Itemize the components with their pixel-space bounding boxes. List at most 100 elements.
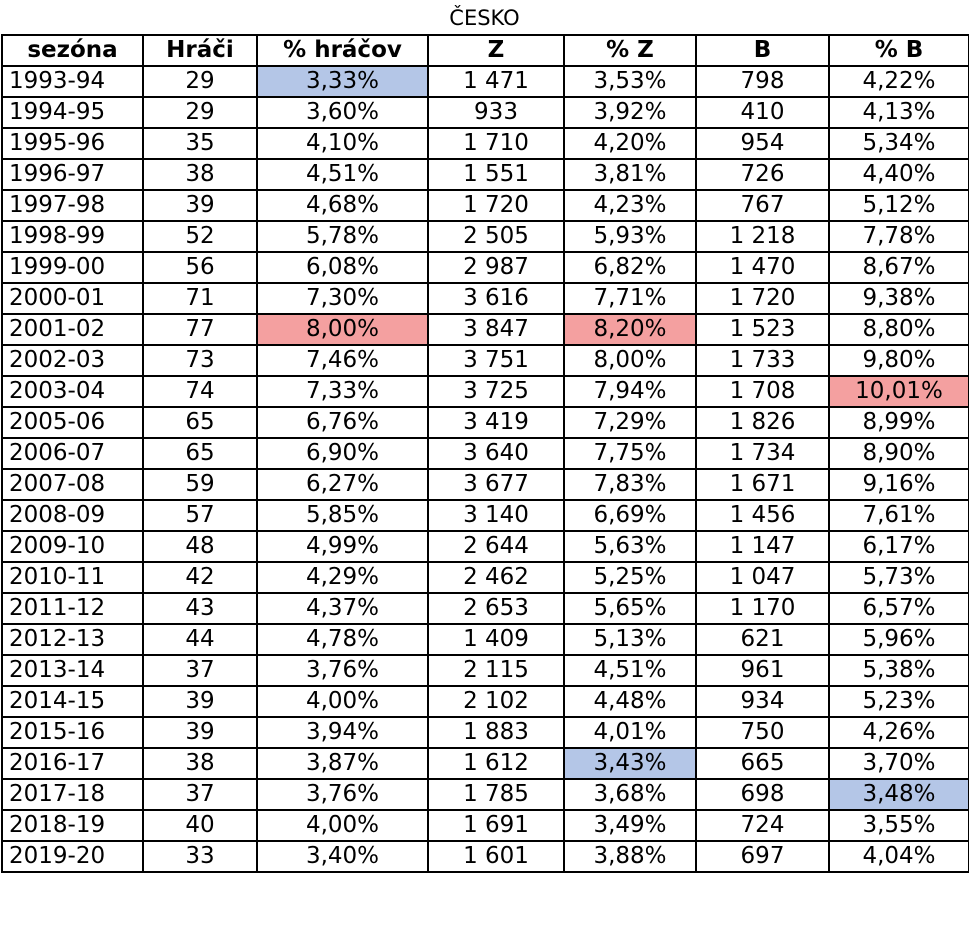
table-row: 2017-18 37 3,76% 1 785 3,68% 698 3,48% <box>1 778 969 811</box>
cell-pct-players: 4,68% <box>256 189 429 222</box>
cell-players: 65 <box>142 406 258 439</box>
cell-players: 59 <box>142 468 258 501</box>
cell-season: 2005-06 <box>1 406 144 439</box>
cell-pct-z: 6,69% <box>563 499 697 532</box>
table-row: 1999-00 56 6,08% 2 987 6,82% 1 470 8,67% <box>1 251 969 284</box>
cell-pct-b: 8,67% <box>828 251 969 284</box>
cell-pct-b: 4,04% <box>828 840 969 873</box>
cell-pct-b: 5,73% <box>828 561 969 594</box>
cell-b: 1 218 <box>695 220 830 253</box>
cell-z: 3 640 <box>427 437 565 470</box>
table-row: 2016-17 38 3,87% 1 612 3,43% 665 3,70% <box>1 747 969 780</box>
cell-pct-players: 3,76% <box>256 778 429 811</box>
cell-season: 1998-99 <box>1 220 144 253</box>
cell-pct-b: 7,78% <box>828 220 969 253</box>
header-b: B <box>695 34 830 67</box>
cell-pct-b: 10,01% <box>828 375 969 408</box>
cell-z: 3 847 <box>427 313 565 346</box>
cell-b: 961 <box>695 654 830 687</box>
cell-season: 2012-13 <box>1 623 144 656</box>
cell-b: 698 <box>695 778 830 811</box>
cell-b: 798 <box>695 65 830 98</box>
cell-z: 3 725 <box>427 375 565 408</box>
cell-pct-z: 3,81% <box>563 158 697 191</box>
cell-pct-players: 6,08% <box>256 251 429 284</box>
cell-players: 38 <box>142 747 258 780</box>
cell-pct-players: 6,90% <box>256 437 429 470</box>
cell-z: 1 785 <box>427 778 565 811</box>
cell-season: 2000-01 <box>1 282 144 315</box>
cell-players: 77 <box>142 313 258 346</box>
cell-players: 42 <box>142 561 258 594</box>
cell-season: 2019-20 <box>1 840 144 873</box>
cell-pct-players: 3,76% <box>256 654 429 687</box>
cell-pct-players: 8,00% <box>256 313 429 346</box>
cell-z: 933 <box>427 96 565 129</box>
cell-players: 71 <box>142 282 258 315</box>
cell-pct-z: 5,65% <box>563 592 697 625</box>
table-row: 2015-16 39 3,94% 1 883 4,01% 750 4,26% <box>1 716 969 749</box>
cell-season: 2018-19 <box>1 809 144 842</box>
table-row: 2003-04 74 7,33% 3 725 7,94% 1 708 10,01% <box>1 375 969 408</box>
cell-pct-players: 4,29% <box>256 561 429 594</box>
cell-pct-b: 4,22% <box>828 65 969 98</box>
table-row: 2002-03 73 7,46% 3 751 8,00% 1 733 9,80% <box>1 344 969 377</box>
cell-b: 621 <box>695 623 830 656</box>
cell-pct-b: 8,90% <box>828 437 969 470</box>
cell-z: 3 616 <box>427 282 565 315</box>
cell-pct-players: 4,99% <box>256 530 429 563</box>
cell-pct-players: 6,76% <box>256 406 429 439</box>
cell-pct-b: 6,17% <box>828 530 969 563</box>
cell-z: 1 883 <box>427 716 565 749</box>
header-z: Z <box>427 34 565 67</box>
cell-pct-b: 4,13% <box>828 96 969 129</box>
cell-pct-players: 7,33% <box>256 375 429 408</box>
cell-players: 40 <box>142 809 258 842</box>
cell-pct-b: 8,99% <box>828 406 969 439</box>
cell-pct-b: 9,16% <box>828 468 969 501</box>
table-title: ČESKO <box>449 6 520 30</box>
table-row: 1995-96 35 4,10% 1 710 4,20% 954 5,34% <box>1 127 969 160</box>
cell-pct-players: 5,85% <box>256 499 429 532</box>
cell-pct-z: 3,68% <box>563 778 697 811</box>
cell-players: 65 <box>142 437 258 470</box>
cell-b: 1 047 <box>695 561 830 594</box>
cell-pct-z: 4,01% <box>563 716 697 749</box>
cell-pct-z: 7,75% <box>563 437 697 470</box>
table-row: 2006-07 65 6,90% 3 640 7,75% 1 734 8,90% <box>1 437 969 470</box>
table-row: 2018-19 40 4,00% 1 691 3,49% 724 3,55% <box>1 809 969 842</box>
cell-players: 39 <box>142 189 258 222</box>
cell-pct-b: 3,48% <box>828 778 969 811</box>
cell-season: 2014-15 <box>1 685 144 718</box>
header-pct-b: % B <box>828 34 969 67</box>
cell-pct-z: 5,25% <box>563 561 697 594</box>
cell-z: 2 462 <box>427 561 565 594</box>
table-row: 2009-10 48 4,99% 2 644 5,63% 1 147 6,17% <box>1 530 969 563</box>
cell-z: 1 551 <box>427 158 565 191</box>
cell-players: 35 <box>142 127 258 160</box>
cell-pct-b: 5,34% <box>828 127 969 160</box>
cell-z: 1 471 <box>427 65 565 98</box>
cell-pct-b: 5,12% <box>828 189 969 222</box>
cell-season: 2016-17 <box>1 747 144 780</box>
cell-pct-z: 4,51% <box>563 654 697 687</box>
cell-z: 1 409 <box>427 623 565 656</box>
cell-season: 2003-04 <box>1 375 144 408</box>
cell-players: 73 <box>142 344 258 377</box>
cell-pct-z: 3,49% <box>563 809 697 842</box>
cell-season: 2001-02 <box>1 313 144 346</box>
cell-b: 1 470 <box>695 251 830 284</box>
table-row: 1994-95 29 3,60% 933 3,92% 410 4,13% <box>1 96 969 129</box>
cell-season: 1995-96 <box>1 127 144 160</box>
cell-pct-z: 4,20% <box>563 127 697 160</box>
cell-season: 1994-95 <box>1 96 144 129</box>
cell-players: 44 <box>142 623 258 656</box>
cell-players: 57 <box>142 499 258 532</box>
cell-pct-z: 5,63% <box>563 530 697 563</box>
cell-z: 1 601 <box>427 840 565 873</box>
cell-pct-players: 3,94% <box>256 716 429 749</box>
cell-season: 2015-16 <box>1 716 144 749</box>
cell-pct-players: 4,78% <box>256 623 429 656</box>
cell-b: 1 456 <box>695 499 830 532</box>
cell-b: 954 <box>695 127 830 160</box>
